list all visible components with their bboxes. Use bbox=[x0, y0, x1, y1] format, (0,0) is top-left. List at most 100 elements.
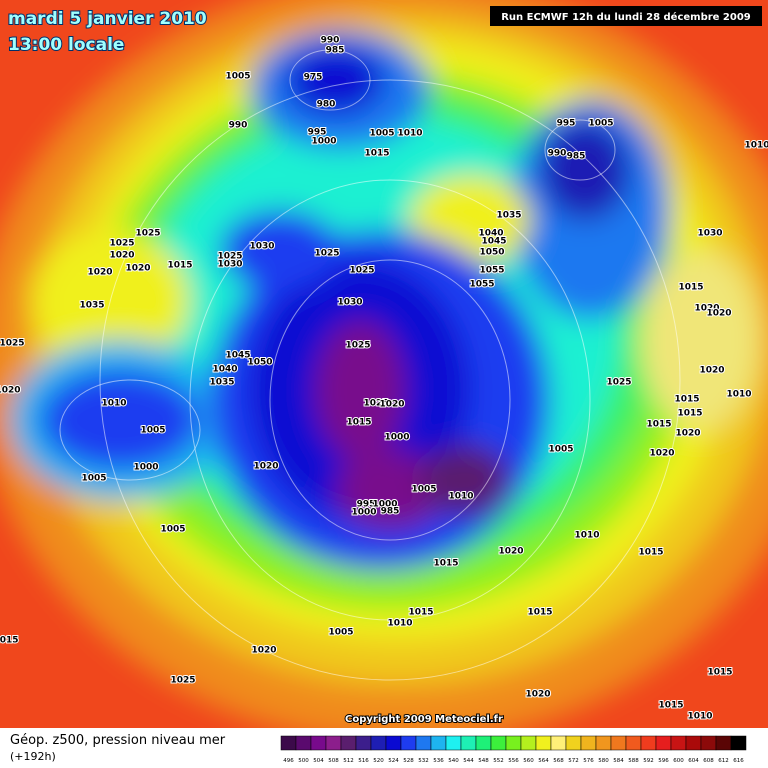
legend-label: 600 bbox=[673, 758, 684, 764]
isobar-label: 1000 bbox=[351, 508, 376, 518]
isobar-label: 1020 bbox=[525, 690, 550, 700]
legend-swatch bbox=[595, 735, 612, 751]
footer-title: Géop. z500, pression niveau mer bbox=[10, 733, 226, 748]
isobar-label: 1010 bbox=[574, 531, 599, 541]
legend-swatch bbox=[700, 735, 717, 751]
legend-swatch bbox=[685, 735, 702, 751]
isobar-label: 1035 bbox=[496, 211, 521, 221]
legend-label: 616 bbox=[733, 758, 744, 764]
isobar-label: 1005 bbox=[160, 525, 185, 535]
isobar-label: 1005 bbox=[369, 129, 394, 139]
isobar-label: 1030 bbox=[249, 242, 274, 252]
isobar-label: 1015 bbox=[527, 608, 552, 618]
isobar-label: 1015 bbox=[674, 395, 699, 405]
isobar-label: 1020 bbox=[379, 400, 404, 410]
legend-label: 592 bbox=[643, 758, 654, 764]
isobar-label: 1025 bbox=[363, 399, 388, 409]
legend-swatch bbox=[310, 735, 327, 751]
isobar-label: 1015 bbox=[0, 636, 19, 646]
legend-label: 500 bbox=[298, 758, 309, 764]
legend-label: 544 bbox=[463, 758, 474, 764]
isobar-label: 1050 bbox=[479, 248, 504, 258]
legend-label: 568 bbox=[553, 758, 564, 764]
isobar-label: 1025 bbox=[349, 266, 374, 276]
legend-swatch bbox=[445, 735, 462, 751]
isobar-label: 1005 bbox=[81, 474, 106, 484]
isobar-label: 1015 bbox=[408, 608, 433, 618]
legend-swatch bbox=[520, 735, 537, 751]
legend-swatch bbox=[565, 735, 582, 751]
legend-swatch bbox=[670, 735, 687, 751]
legend-swatch bbox=[505, 735, 522, 751]
isobar-label: 1030 bbox=[697, 229, 722, 239]
isobar-label: 1055 bbox=[479, 266, 504, 276]
isobar-label: 995 bbox=[557, 119, 576, 129]
isobar-label: 1020 bbox=[706, 309, 731, 319]
legend-swatch bbox=[640, 735, 657, 751]
legend-swatch bbox=[385, 735, 402, 751]
isobar-label: 1015 bbox=[658, 701, 683, 711]
isobar-label: 1015 bbox=[677, 409, 702, 419]
footer-lead: (+192h) bbox=[10, 750, 56, 763]
legend-swatch bbox=[280, 735, 297, 751]
date: mardi 5 janvier 2010 bbox=[8, 9, 207, 29]
legend-label: 516 bbox=[358, 758, 369, 764]
time: 13:00 locale bbox=[8, 35, 124, 55]
isobar-label: 1050 bbox=[247, 358, 272, 368]
legend-swatch bbox=[325, 735, 342, 751]
legend-label: 536 bbox=[433, 758, 444, 764]
legend-swatch bbox=[625, 735, 642, 751]
legend-label: 584 bbox=[613, 758, 624, 764]
legend-label: 548 bbox=[478, 758, 489, 764]
legend-label: 504 bbox=[313, 758, 324, 764]
isobar-label: 1045 bbox=[481, 237, 506, 247]
isobar-label: 1025 bbox=[0, 339, 25, 349]
copyright: Copyright 2009 Meteociel.fr bbox=[345, 714, 503, 725]
isobar-label: 1025 bbox=[109, 239, 134, 249]
legend-label: 608 bbox=[703, 758, 714, 764]
legend-swatch bbox=[730, 735, 747, 751]
isobar-label: 1020 bbox=[0, 386, 21, 396]
legend-label: 604 bbox=[688, 758, 699, 764]
legend-swatch bbox=[580, 735, 597, 751]
legend-swatch bbox=[610, 735, 627, 751]
legend-swatch bbox=[535, 735, 552, 751]
isobar-label: 1010 bbox=[101, 399, 126, 409]
legend-label: 612 bbox=[718, 758, 729, 764]
legend-swatch bbox=[490, 735, 507, 751]
isobar-label: 985 bbox=[381, 507, 400, 517]
legend-label: 540 bbox=[448, 758, 459, 764]
legend-label: 576 bbox=[583, 758, 594, 764]
isobar-label: 1030 bbox=[337, 298, 362, 308]
isobar-label: 1035 bbox=[209, 378, 234, 388]
isobar-label: 990 bbox=[548, 149, 567, 159]
isobar-label: 1025 bbox=[135, 229, 160, 239]
isobar-label: 1020 bbox=[675, 429, 700, 439]
isobar-label: 1010 bbox=[448, 492, 473, 502]
isobar-label: 1020 bbox=[694, 304, 719, 314]
legend-swatch bbox=[415, 735, 432, 751]
legend-swatch bbox=[550, 735, 567, 751]
legend-label: 556 bbox=[508, 758, 519, 764]
isobar-label: 1005 bbox=[140, 426, 165, 436]
isobar-label: 975 bbox=[304, 73, 323, 83]
legend-label: 512 bbox=[343, 758, 354, 764]
isobar-label: 1025 bbox=[217, 252, 242, 262]
legend-swatch bbox=[400, 735, 417, 751]
isobar-label: 1020 bbox=[109, 251, 134, 261]
isobar-label: 1005 bbox=[588, 119, 613, 129]
isobar-label: 1005 bbox=[411, 485, 436, 495]
legend-swatch bbox=[370, 735, 387, 751]
isobar-label: 1015 bbox=[433, 559, 458, 569]
legend-label: 520 bbox=[373, 758, 384, 764]
legend-label: 524 bbox=[388, 758, 399, 764]
isobar-label: 1005 bbox=[328, 628, 353, 638]
isobar-label: 1010 bbox=[744, 141, 768, 151]
isobar-label: 1035 bbox=[79, 301, 104, 311]
legend-swatch bbox=[715, 735, 732, 751]
isobar-label: 985 bbox=[567, 152, 586, 162]
isobar-label: 1010 bbox=[387, 619, 412, 629]
isobar-label: 1010 bbox=[726, 390, 751, 400]
